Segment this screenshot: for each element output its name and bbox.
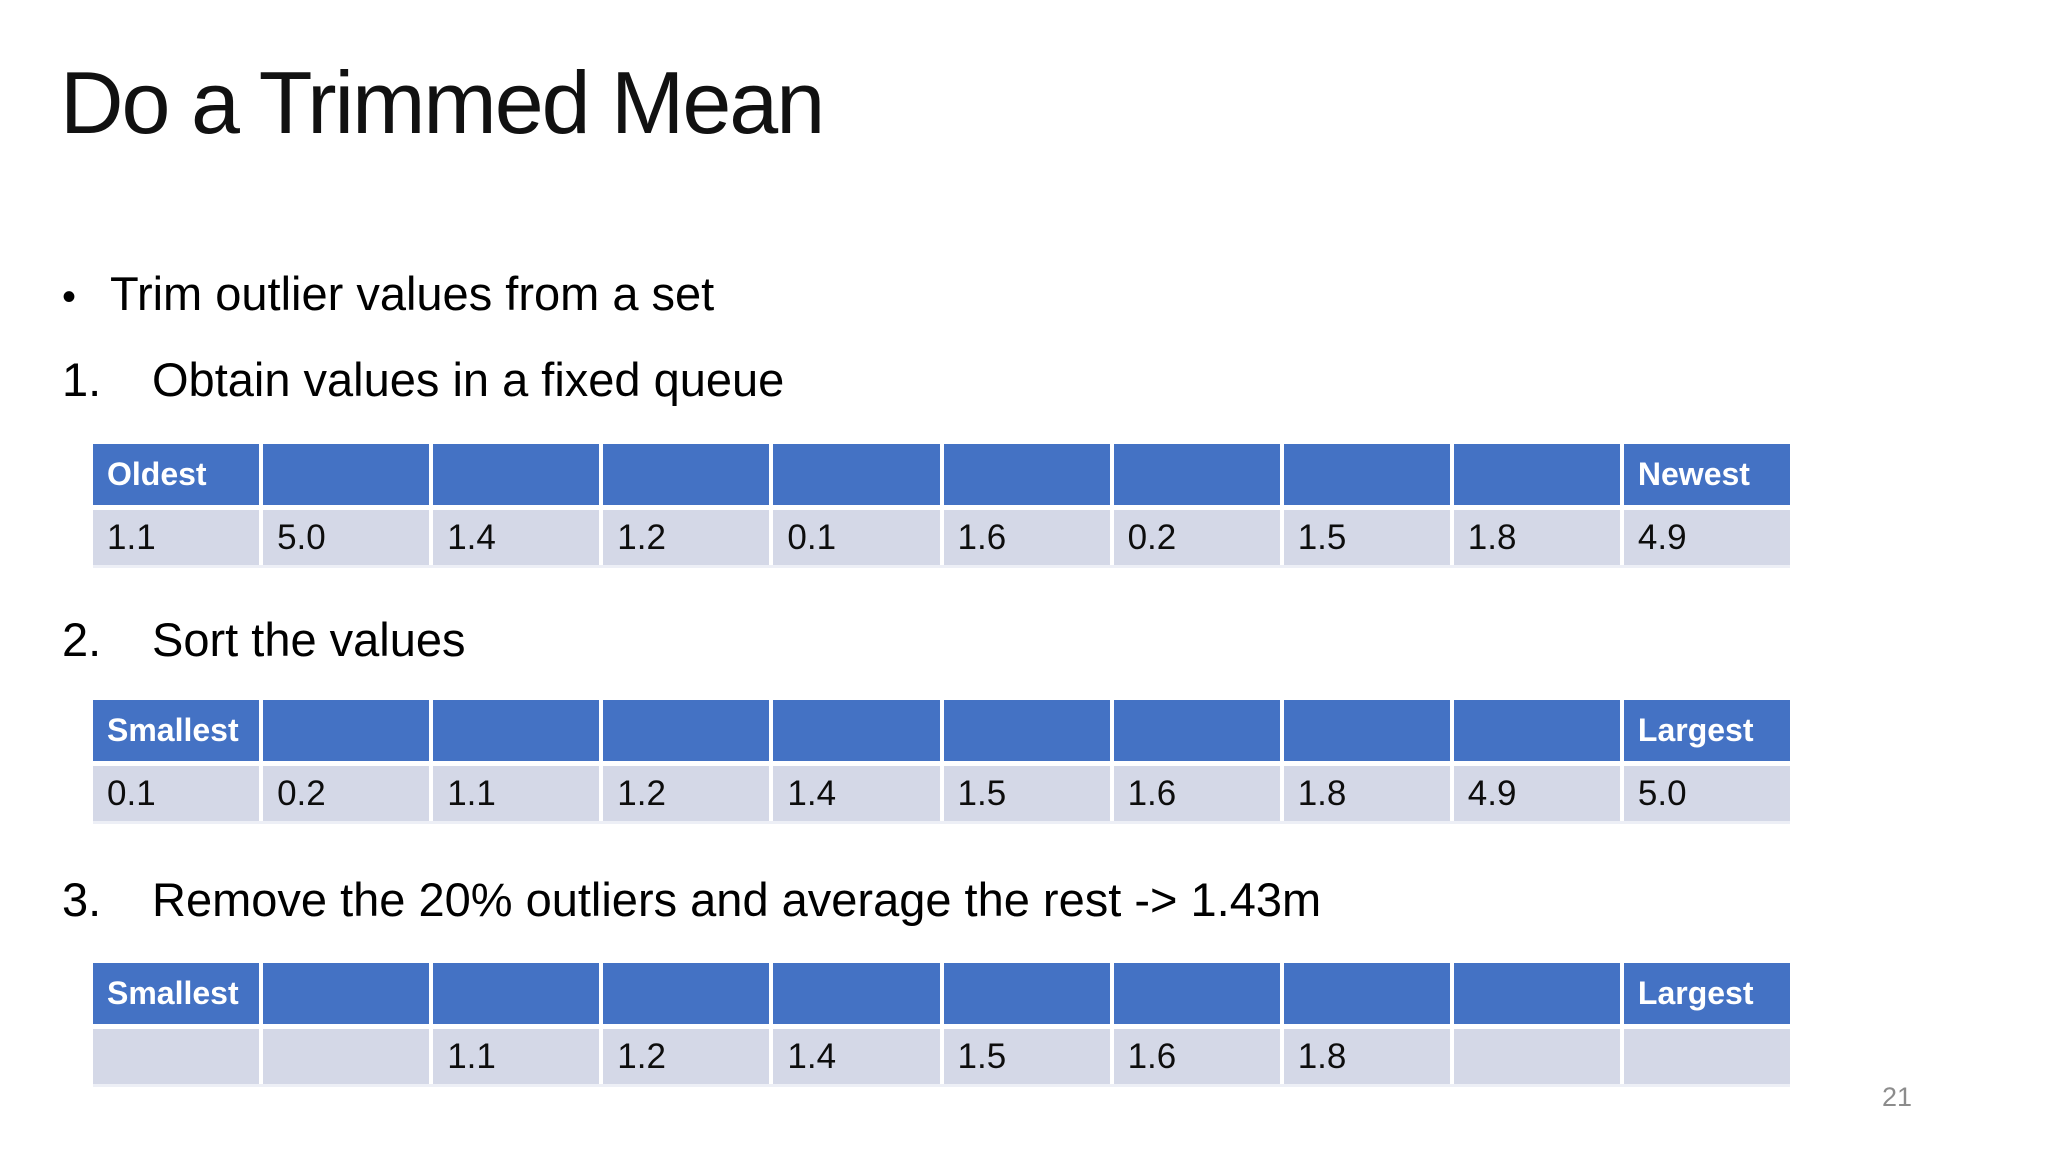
table-header-cell (263, 444, 430, 505)
table-value-cell: 1.1 (433, 1029, 600, 1084)
bullet-item: • Trim outlier values from a set (62, 266, 714, 321)
table-header-cell (1283, 700, 1450, 761)
step-1-number: 1. (62, 353, 102, 406)
table-header-cell (603, 963, 770, 1024)
table-value-cell: 0.1 (773, 510, 940, 565)
table-header-cell (1453, 963, 1620, 1024)
table-header-cell (263, 963, 430, 1024)
table-value-cell: 1.8 (1453, 510, 1620, 565)
table-value-cell: 1.2 (603, 766, 770, 821)
table-value-cell: 1.8 (1283, 766, 1450, 821)
queue-table-header-row: Oldest Newest (93, 444, 1790, 505)
sorted-table-value-row: 0.1 0.2 1.1 1.2 1.4 1.5 1.6 1.8 4.9 5.0 (93, 766, 1790, 824)
table-header-cell (1453, 700, 1620, 761)
table-value-cell: 1.8 (1283, 1029, 1450, 1084)
table-value-cell: 4.9 (1623, 510, 1790, 565)
table-value-cell (93, 1029, 260, 1084)
queue-table-value-row: 1.1 5.0 1.4 1.2 0.1 1.6 0.2 1.5 1.8 4.9 (93, 510, 1790, 568)
table-header-cell (1113, 700, 1280, 761)
table-header-cell (773, 963, 940, 1024)
table-value-cell: 0.2 (1113, 510, 1280, 565)
table-header-cell (1283, 963, 1450, 1024)
table-header-cell: Oldest (93, 444, 260, 505)
table-header-cell (943, 444, 1110, 505)
table-value-cell: 1.5 (1283, 510, 1450, 565)
table-value-cell: 1.2 (603, 1029, 770, 1084)
table-header-cell (773, 700, 940, 761)
table-header-cell (1113, 444, 1280, 505)
step-1: 1. Obtain values in a fixed queue (62, 352, 784, 407)
table-value-cell: 1.6 (1113, 1029, 1280, 1084)
table-header-cell (1113, 963, 1280, 1024)
step-3-text: Remove the 20% outliers and average the … (152, 873, 1322, 926)
table-value-cell: 0.2 (263, 766, 430, 821)
table-value-cell: 1.6 (1113, 766, 1280, 821)
table-value-cell (263, 1029, 430, 1084)
table-value-cell: 1.6 (943, 510, 1110, 565)
table-header-cell (773, 444, 940, 505)
trimmed-table-header-row: Smallest Largest (93, 963, 1790, 1024)
table-header-cell: Smallest (93, 700, 260, 761)
table-value-cell: 0.1 (93, 766, 260, 821)
table-header-cell (433, 963, 600, 1024)
step-3: 3. Remove the 20% outliers and average t… (62, 872, 1321, 927)
step-1-text: Obtain values in a fixed queue (152, 353, 785, 406)
table-value-cell: 1.2 (603, 510, 770, 565)
bullet-marker: • (62, 275, 77, 319)
table-header-cell (603, 700, 770, 761)
table-value-cell: 1.4 (773, 1029, 940, 1084)
sorted-table: Smallest Largest 0.1 0.2 1.1 1.2 1.4 1.5… (93, 700, 1790, 824)
table-header-cell (263, 700, 430, 761)
table-header-cell (433, 700, 600, 761)
table-value-cell: 1.4 (773, 766, 940, 821)
trimmed-table-value-row: 1.1 1.2 1.4 1.5 1.6 1.8 (93, 1029, 1790, 1087)
page-number: 21 (1882, 1082, 1913, 1112)
sorted-table-header-row: Smallest Largest (93, 700, 1790, 761)
table-header-cell: Largest (1623, 963, 1790, 1024)
table-value-cell: 1.1 (93, 510, 260, 565)
table-header-cell (1453, 444, 1620, 505)
step-2-text: Sort the values (152, 613, 466, 666)
table-value-cell: 4.9 (1453, 766, 1620, 821)
table-header-cell (943, 963, 1110, 1024)
table-value-cell: 1.1 (433, 766, 600, 821)
step-2-number: 2. (62, 613, 102, 666)
table-value-cell: 1.5 (943, 766, 1110, 821)
table-header-cell (433, 444, 600, 505)
table-header-cell (1283, 444, 1450, 505)
bullet-text: Trim outlier values from a set (110, 267, 715, 320)
table-header-cell (943, 700, 1110, 761)
table-header-cell: Largest (1623, 700, 1790, 761)
table-header-cell: Newest (1623, 444, 1790, 505)
table-value-cell (1623, 1029, 1790, 1084)
trimmed-table: Smallest Largest 1.1 1.2 1.4 1.5 1.6 1.8 (93, 963, 1790, 1087)
table-value-cell (1453, 1029, 1620, 1084)
step-3-number: 3. (62, 873, 102, 926)
step-2: 2. Sort the values (62, 612, 466, 667)
table-value-cell: 5.0 (263, 510, 430, 565)
table-value-cell: 1.4 (433, 510, 600, 565)
table-header-cell: Smallest (93, 963, 260, 1024)
table-header-cell (603, 444, 770, 505)
queue-table: Oldest Newest 1.1 5.0 1.4 1.2 0.1 1.6 0.… (93, 444, 1790, 568)
table-value-cell: 1.5 (943, 1029, 1110, 1084)
table-value-cell: 5.0 (1623, 766, 1790, 821)
slide-title: Do a Trimmed Mean (60, 53, 825, 152)
